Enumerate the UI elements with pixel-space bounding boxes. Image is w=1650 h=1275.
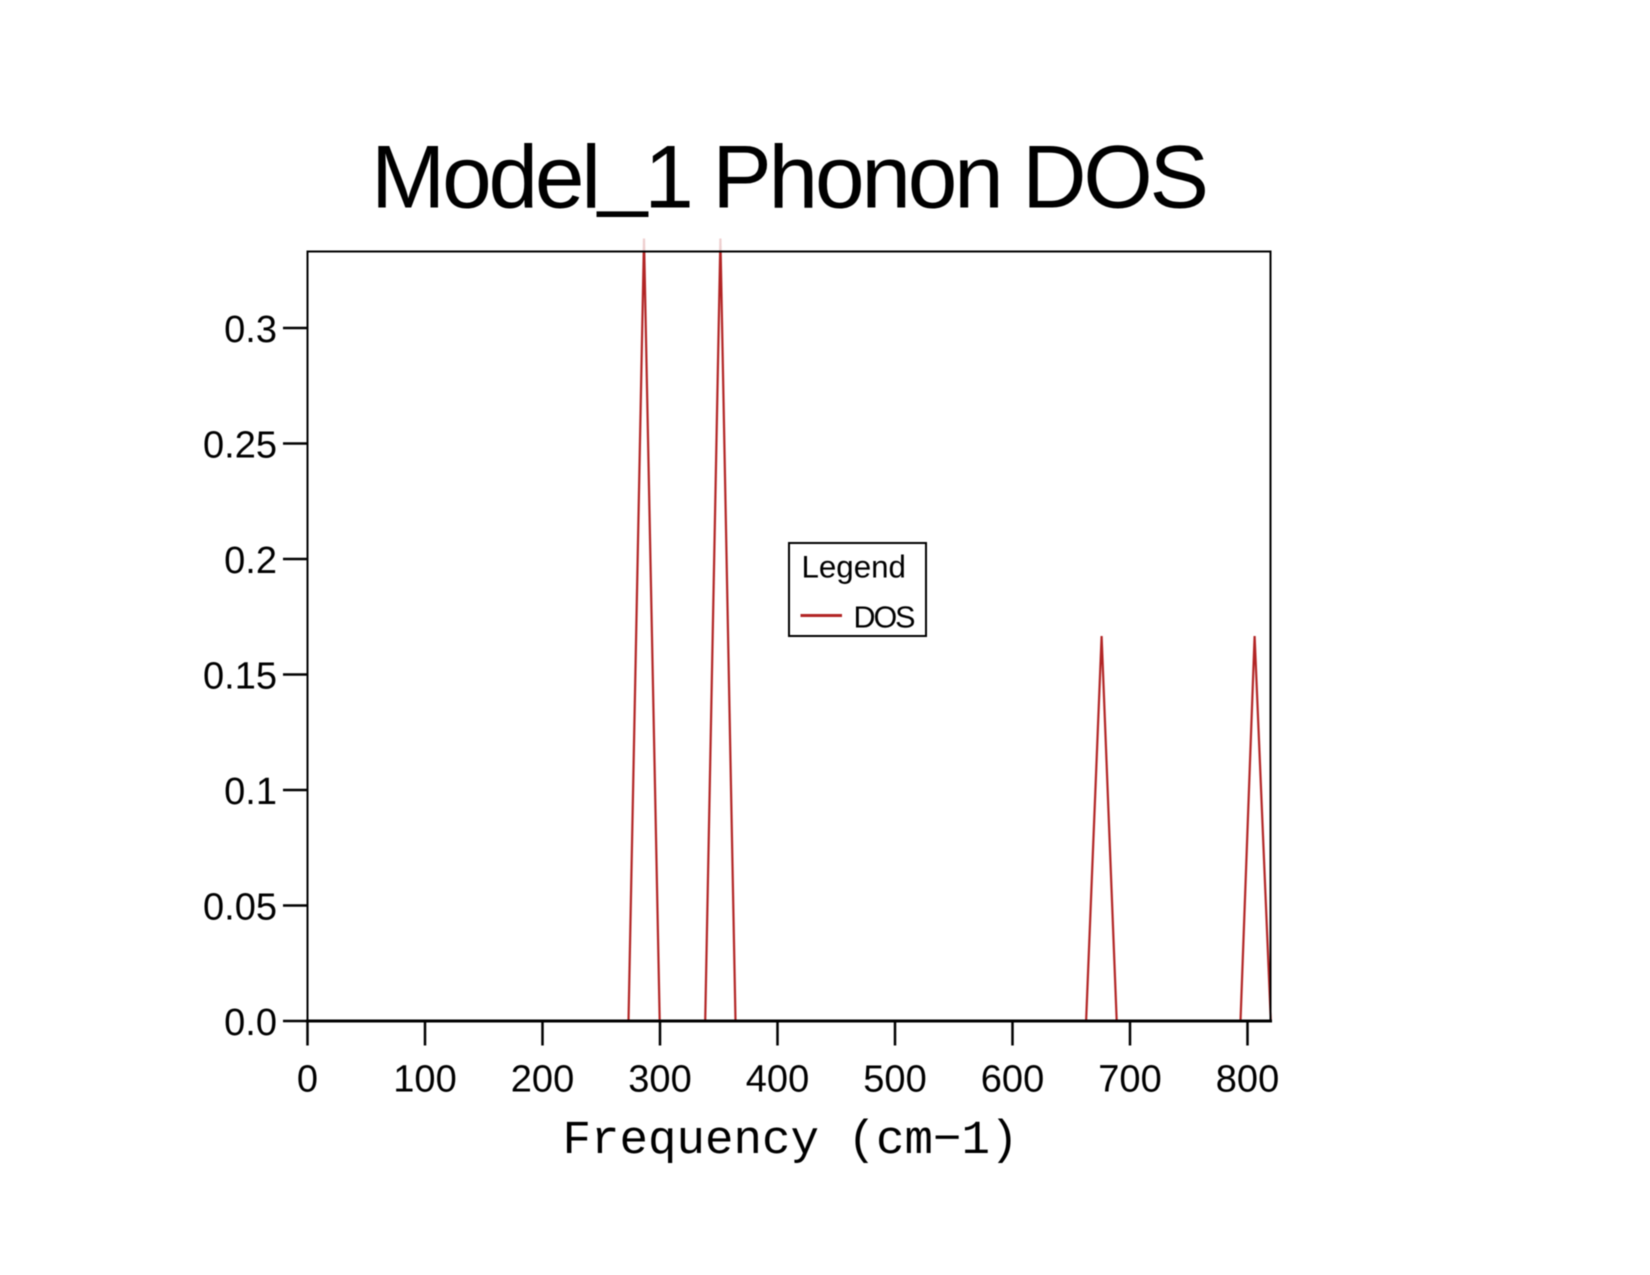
svg-text:100: 100 (393, 1059, 456, 1101)
svg-text:0.15: 0.15 (203, 656, 277, 698)
svg-text:DOS: DOS (854, 600, 916, 634)
svg-text:0.1: 0.1 (224, 771, 277, 813)
svg-text:Frequency (cm−1): Frequency (cm−1) (562, 1114, 1018, 1168)
svg-text:0: 0 (297, 1059, 318, 1101)
svg-text:500: 500 (863, 1059, 926, 1101)
svg-text:0.05: 0.05 (203, 887, 277, 929)
svg-text:Model_1 Phonon DOS: Model_1 Phonon DOS (371, 118, 1209, 226)
svg-text:0.2: 0.2 (224, 540, 277, 582)
svg-text:300: 300 (628, 1059, 691, 1101)
svg-text:0.25: 0.25 (203, 425, 277, 467)
svg-text:0.3: 0.3 (224, 309, 277, 351)
svg-text:800: 800 (1216, 1059, 1279, 1101)
svg-text:600: 600 (981, 1059, 1044, 1101)
svg-text:400: 400 (746, 1059, 809, 1101)
svg-text:0.0: 0.0 (224, 1002, 277, 1044)
svg-text:200: 200 (511, 1059, 574, 1101)
svg-text:700: 700 (1098, 1059, 1161, 1101)
svg-text:Legend: Legend (802, 550, 906, 585)
